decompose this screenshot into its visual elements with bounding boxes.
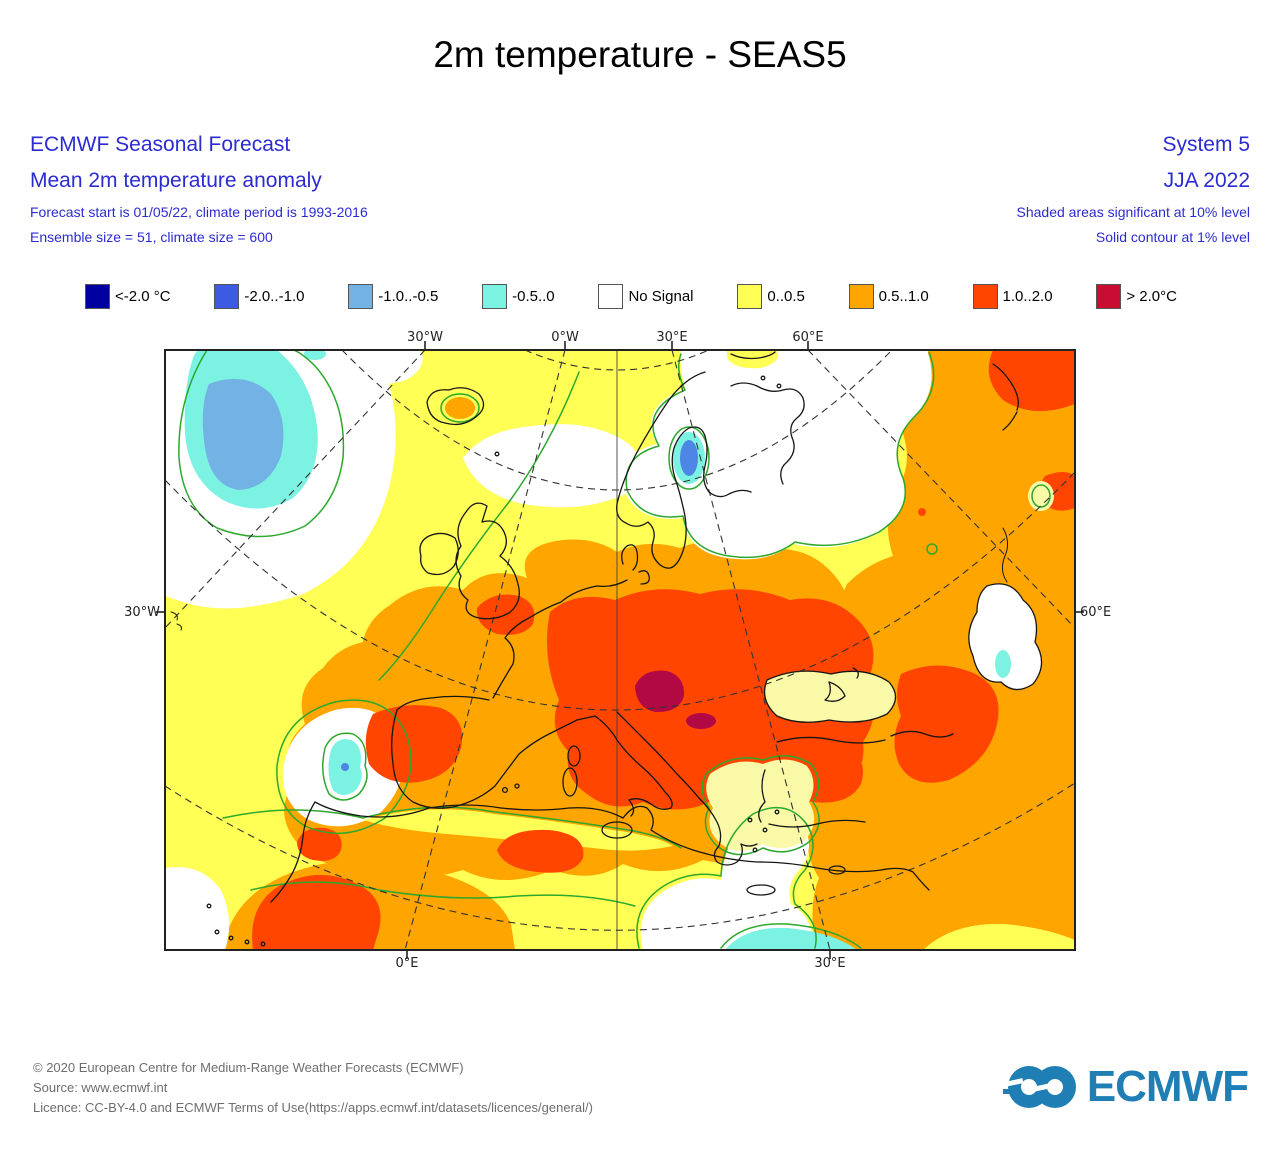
legend-item: -0.5..0 — [482, 284, 555, 309]
forecast-header-right: System 5 JJA 2022 Shaded areas significa… — [1017, 133, 1250, 255]
legend-label: > 2.0°C — [1126, 288, 1177, 305]
anomaly-map — [151, 336, 1089, 964]
legend-item: > 2.0°C — [1096, 284, 1177, 309]
legend-swatch-lt-m2 — [85, 284, 110, 309]
legend-swatch-m1-m05 — [348, 284, 374, 309]
legend-label: No Signal — [628, 288, 694, 305]
header-forecast-start: Forecast start is 01/05/22, climate peri… — [30, 204, 368, 220]
legend-label: -0.5..0 — [512, 288, 555, 305]
legend-item: No Signal — [598, 284, 694, 309]
map-ticks — [156, 341, 1084, 959]
legend-swatch-05-1 — [848, 284, 874, 309]
legend-label: 1.0..2.0 — [1002, 288, 1053, 305]
legend-item: 1.0..2.0 — [972, 284, 1053, 309]
coastlines — [170, 351, 1019, 947]
legend-item: 0..0.5 — [737, 284, 805, 309]
anomaly-map-svg — [156, 341, 1084, 959]
legend-label: <-2.0 °C — [115, 288, 171, 305]
map-left-label-30w: 30°W — [124, 605, 160, 620]
map-top-label-60e: 60°E — [792, 330, 824, 345]
map-right-label-60e: 60°E — [1080, 605, 1112, 620]
footer-licence: Licence: CC-BY-4.0 and ECMWF Terms of Us… — [33, 1100, 593, 1115]
map-bottom-label-30e: 30°E — [814, 956, 846, 971]
ecmwf-logo: ECMWF — [1002, 1062, 1249, 1112]
header-season: JJA 2022 — [1163, 169, 1250, 192]
header-contour-note: Solid contour at 1% level — [1095, 229, 1250, 245]
map-top-label-30w: 30°W — [407, 330, 443, 345]
header-ensemble-size: Ensemble size = 51, climate size = 600 — [30, 229, 273, 245]
header-variable-name: Mean 2m temperature anomaly — [30, 169, 322, 192]
ecmwf-logo-icon — [1002, 1066, 1076, 1108]
color-legend: <-2.0 °C -2.0..-1.0 -1.0..-0.5 -0.5..0 N… — [85, 284, 1177, 309]
anomaly-shading — [165, 350, 1075, 950]
graticule — [165, 350, 1075, 950]
legend-item: 0.5..1.0 — [848, 284, 929, 309]
legend-swatch-m2-m1 — [214, 284, 240, 309]
legend-swatch-m05-0 — [482, 284, 508, 309]
legend-swatch-gt-2 — [1096, 284, 1122, 309]
legend-label: -1.0..-0.5 — [378, 288, 439, 305]
legend-item: -2.0..-1.0 — [214, 284, 304, 309]
map-top-label-0w: 0°W — [551, 330, 579, 345]
legend-swatch-1-2 — [972, 284, 998, 309]
footer-source: Source: www.ecmwf.int — [33, 1080, 168, 1095]
legend-label: 0..0.5 — [767, 288, 805, 305]
map-top-label-30e: 30°E — [656, 330, 688, 345]
legend-swatch-0-05 — [737, 284, 763, 309]
footer-copyright: © 2020 European Centre for Medium-Range … — [33, 1060, 464, 1075]
legend-label: -2.0..-1.0 — [244, 288, 305, 305]
footer: © 2020 European Centre for Medium-Range … — [33, 1058, 593, 1118]
legend-label: 0.5..1.0 — [878, 288, 929, 305]
legend-item: <-2.0 °C — [85, 284, 171, 309]
header-system: System 5 — [1162, 133, 1250, 156]
forecast-header-left: ECMWF Seasonal Forecast Mean 2m temperat… — [30, 133, 368, 255]
page-title: 2m temperature - SEAS5 — [433, 34, 847, 75]
legend-item: -1.0..-0.5 — [348, 284, 438, 309]
map-bottom-label-0e: 0°E — [395, 956, 419, 971]
map-border — [164, 349, 1076, 951]
header-significance: Shaded areas significant at 10% level — [1016, 204, 1250, 220]
header-product-name: ECMWF Seasonal Forecast — [30, 133, 291, 156]
ecmwf-logo-text: ECMWF — [1086, 1062, 1249, 1111]
significance-contours — [178, 350, 1051, 949]
legend-swatch-no-signal — [598, 284, 624, 309]
